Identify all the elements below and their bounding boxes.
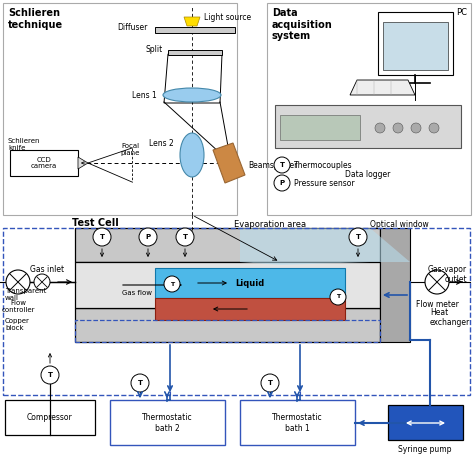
Bar	[75, 320, 380, 342]
Text: T: T	[280, 162, 284, 168]
Text: P: P	[146, 234, 151, 240]
Text: Flow
controller: Flow controller	[1, 300, 35, 313]
Bar	[378, 12, 453, 75]
Bar	[110, 400, 225, 445]
Bar	[155, 298, 345, 320]
Circle shape	[274, 175, 290, 191]
Text: Lens 1: Lens 1	[132, 90, 157, 100]
Text: Schlieren
knife: Schlieren knife	[8, 138, 40, 151]
Circle shape	[34, 274, 50, 290]
Text: Focal
plane: Focal plane	[120, 143, 140, 156]
Text: Beamsplitter: Beamsplitter	[248, 160, 297, 170]
Text: Data
acquisition
system: Data acquisition system	[272, 8, 333, 41]
Text: CCD
camera: CCD camera	[31, 156, 57, 170]
Text: Optical window: Optical window	[370, 220, 429, 229]
Bar	[5, 400, 95, 435]
Text: T: T	[170, 282, 174, 287]
Polygon shape	[78, 157, 88, 169]
Bar	[380, 228, 410, 342]
Bar	[75, 308, 380, 342]
Bar	[388, 405, 463, 440]
Text: Schlieren
technique: Schlieren technique	[8, 8, 63, 30]
Circle shape	[375, 123, 385, 133]
Bar	[275, 105, 461, 148]
Text: Thermostatic
bath 1: Thermostatic bath 1	[272, 413, 322, 433]
Polygon shape	[240, 228, 410, 265]
Text: Syringe pump: Syringe pump	[398, 445, 452, 454]
Text: Copper
block: Copper block	[5, 318, 30, 331]
Circle shape	[425, 270, 449, 294]
Text: T: T	[47, 372, 53, 378]
Circle shape	[393, 123, 403, 133]
Text: Evaporation area: Evaporation area	[234, 220, 306, 229]
Bar	[10, 150, 78, 176]
Circle shape	[429, 123, 439, 133]
Circle shape	[6, 270, 30, 294]
Bar	[267, 3, 471, 215]
Text: T: T	[336, 294, 340, 299]
Polygon shape	[213, 143, 245, 183]
Bar	[168, 50, 222, 55]
Ellipse shape	[163, 88, 221, 102]
Bar	[240, 400, 355, 445]
Circle shape	[164, 276, 180, 292]
Bar	[155, 268, 345, 298]
Text: Pressure sensor: Pressure sensor	[294, 179, 355, 187]
Text: Data logger: Data logger	[346, 170, 391, 179]
Text: Diffuser: Diffuser	[118, 23, 148, 32]
Text: Test Cell: Test Cell	[72, 218, 118, 228]
Text: P: P	[280, 180, 284, 186]
Text: Heat
exchanger: Heat exchanger	[430, 308, 470, 327]
Text: PC: PC	[456, 8, 467, 17]
Circle shape	[274, 157, 290, 173]
Text: Compressor: Compressor	[27, 414, 73, 423]
Text: Light source: Light source	[204, 12, 251, 21]
Text: T: T	[356, 234, 361, 240]
Text: Split: Split	[146, 46, 163, 54]
Text: Flow meter: Flow meter	[416, 300, 458, 309]
Bar	[280, 115, 360, 140]
Bar	[155, 27, 235, 33]
Circle shape	[131, 374, 149, 392]
Polygon shape	[350, 80, 415, 95]
Text: T: T	[137, 380, 143, 386]
Circle shape	[330, 289, 346, 305]
Text: Thermostatic
bath 2: Thermostatic bath 2	[142, 413, 192, 433]
Bar	[3, 3, 237, 215]
Text: Gas-vapor
outlet: Gas-vapor outlet	[428, 265, 467, 284]
Text: Lens 2: Lens 2	[149, 138, 174, 148]
Ellipse shape	[180, 133, 204, 177]
Text: T: T	[100, 234, 104, 240]
Circle shape	[139, 228, 157, 246]
Bar	[3, 228, 470, 395]
Circle shape	[176, 228, 194, 246]
Bar	[75, 228, 380, 262]
Circle shape	[93, 228, 111, 246]
Circle shape	[411, 123, 421, 133]
Text: Gas flow: Gas flow	[122, 290, 152, 296]
Text: T: T	[267, 380, 273, 386]
Text: Transparent
wall: Transparent wall	[5, 288, 46, 301]
Circle shape	[41, 366, 59, 384]
Text: T: T	[182, 234, 188, 240]
Text: Liquid: Liquid	[236, 278, 264, 287]
Polygon shape	[184, 17, 200, 26]
Circle shape	[261, 374, 279, 392]
Text: Gas inlet: Gas inlet	[30, 265, 64, 274]
Bar	[383, 22, 448, 70]
Circle shape	[349, 228, 367, 246]
Text: Thermocouples: Thermocouples	[294, 160, 353, 170]
Bar	[75, 262, 380, 308]
